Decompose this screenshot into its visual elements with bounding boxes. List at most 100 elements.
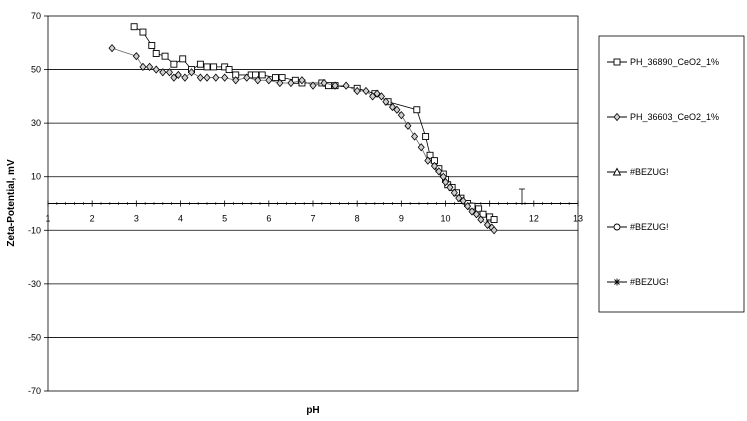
y-tick-label: 70	[31, 11, 41, 21]
legend-entry: #BEZUG!	[607, 222, 669, 232]
data-point	[377, 92, 385, 101]
y-tick-label: -50	[28, 332, 41, 342]
legend-marker	[612, 167, 622, 176]
gridlines	[48, 69, 578, 338]
data-point	[475, 205, 483, 213]
data-point	[152, 65, 160, 74]
data-point	[455, 194, 463, 203]
legend-marker	[613, 278, 621, 286]
data-point	[196, 60, 204, 68]
data-point	[435, 167, 443, 176]
data-point	[477, 215, 485, 224]
x-tick-label: 4	[178, 214, 183, 224]
data-point	[309, 81, 317, 90]
data-point	[196, 73, 204, 82]
data-point	[221, 73, 229, 82]
y-tick-label: 30	[31, 118, 41, 128]
data-point	[404, 121, 412, 130]
data-point	[287, 78, 295, 88]
legend-entry: #BEZUG!	[607, 167, 669, 177]
data-point	[210, 63, 218, 71]
legend-marker	[613, 58, 621, 66]
data-point	[252, 71, 260, 79]
data-point	[430, 161, 438, 171]
data-point	[490, 226, 498, 235]
data-point	[174, 70, 182, 80]
legend: PH_36890_CeO2_1% PH_36603_CeO2_1% #BEZUG! #…	[607, 57, 719, 287]
data-point	[203, 73, 211, 82]
data-point	[146, 62, 154, 72]
data-point	[388, 102, 397, 112]
data-point	[298, 76, 306, 85]
x-tick-label: 8	[355, 214, 360, 224]
data-point	[393, 105, 401, 114]
data-point	[170, 73, 178, 82]
y-tick-label: 10	[31, 172, 41, 182]
legend-label: #BEZUG!	[630, 222, 669, 232]
data-point	[258, 71, 266, 79]
data-point	[320, 78, 328, 88]
data-point	[446, 183, 454, 192]
data-point	[278, 74, 286, 82]
data-point	[243, 73, 251, 82]
data-point	[108, 44, 116, 53]
legend-entry: #BEZUG!	[607, 277, 669, 287]
x-tick-label: 7	[310, 214, 315, 224]
x-tick-label: 6	[266, 214, 271, 224]
x-tick-label: 10	[440, 214, 450, 224]
y-axis-title: Zeta-Potential, mV	[6, 159, 17, 247]
data-point	[276, 78, 284, 88]
data-point	[472, 210, 480, 219]
legend-label: PH_36603_CeO2_1%	[630, 112, 719, 122]
data-point	[459, 196, 467, 205]
legend-entry: PH_36890_CeO2_1%	[607, 57, 719, 67]
data-series	[108, 23, 498, 235]
data-point	[148, 42, 156, 49]
data-point	[422, 133, 430, 140]
data-point	[170, 60, 178, 68]
data-point	[181, 73, 189, 82]
data-point	[373, 89, 381, 98]
data-point	[165, 68, 173, 77]
data-point	[130, 23, 138, 31]
data-point	[450, 188, 458, 197]
data-point	[424, 156, 432, 165]
data-point	[441, 177, 450, 187]
x-tick-label: 13	[573, 214, 583, 224]
data-point	[159, 68, 167, 77]
legend-box	[598, 35, 745, 313]
data-point	[464, 202, 472, 211]
data-point	[203, 63, 211, 71]
data-point	[413, 106, 421, 114]
data-point	[152, 50, 160, 57]
error-bar-marker	[519, 188, 525, 205]
data-point	[490, 216, 498, 224]
data-point	[417, 143, 425, 152]
data-point	[479, 210, 487, 218]
data-point	[132, 52, 140, 61]
data-point	[369, 92, 377, 101]
data-point	[342, 81, 350, 90]
data-point	[382, 97, 390, 106]
data-point	[353, 86, 361, 96]
legend-marker	[613, 112, 621, 122]
legend-label: PH_36890_CeO2_1%	[630, 57, 719, 67]
legend-label: #BEZUG!	[630, 167, 669, 177]
x-axis-title: pH	[306, 405, 319, 416]
data-point	[179, 55, 187, 63]
data-point	[272, 74, 279, 82]
data-point	[362, 86, 370, 96]
data-point	[331, 81, 339, 90]
y-tick-label: -30	[28, 279, 41, 289]
data-point	[265, 76, 273, 85]
data-point	[483, 220, 491, 230]
data-point	[188, 68, 196, 77]
data-point	[325, 82, 332, 90]
data-point	[411, 132, 419, 141]
data-point	[439, 172, 447, 181]
data-point	[212, 73, 220, 82]
y-tick-label: -70	[28, 386, 41, 396]
x-tick-label: 12	[529, 214, 539, 224]
